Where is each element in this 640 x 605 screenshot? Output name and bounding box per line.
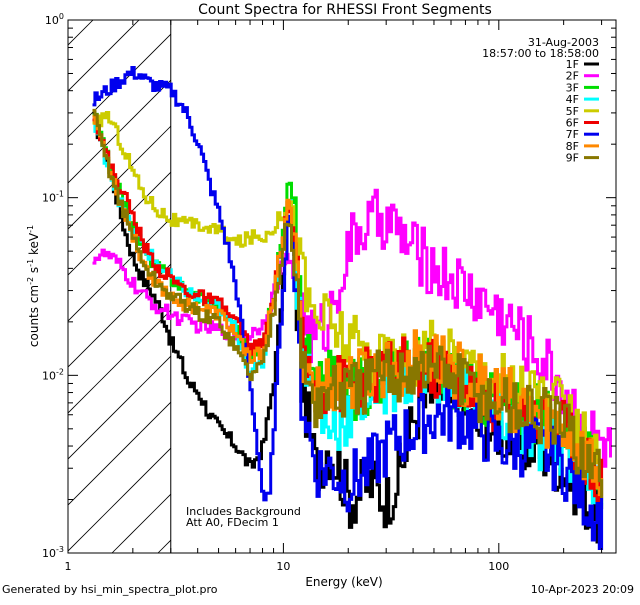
legend-label-4F: 4F <box>566 93 579 106</box>
series-line-9F <box>92 108 604 498</box>
series-line-1F <box>92 111 604 544</box>
y-axis-label-base: counts cm <box>27 285 41 347</box>
hatch-line <box>68 263 171 368</box>
y-axis-label-unit: keV <box>27 232 41 259</box>
y-axis-label-mid: s <box>27 267 41 277</box>
legend-label-2F: 2F <box>566 70 579 83</box>
annotation-line-2: Att A0, FDecim 1 <box>186 516 279 529</box>
hatch-line <box>68 20 94 46</box>
hatch-line <box>68 309 171 414</box>
y-axis-label-exp3: -1 <box>26 225 35 233</box>
y-tick-label: 10-1 <box>42 190 64 205</box>
legend-label-9F: 9F <box>566 152 579 165</box>
time-range-label: 18:57:00 to 18:58:00 <box>482 47 599 60</box>
series-line-7F <box>92 66 604 550</box>
y-axis-label: counts cm-2 s-1 keV-1 <box>26 225 41 347</box>
legend-label-7F: 7F <box>566 128 579 141</box>
y-tick-label: 10-3 <box>42 545 64 560</box>
hatch-line <box>0 0 114 553</box>
chart-title: Count Spectra for RHESSI Front Segments <box>198 2 492 18</box>
x-tick-label: 10 <box>276 560 290 573</box>
hatch-line <box>68 33 171 138</box>
series-line-2F <box>92 188 612 468</box>
date-label: 31-Aug-2003 <box>528 36 599 49</box>
footer-timestamp: 10-Apr-2023 20:09 <box>530 583 634 596</box>
axis-ticks: 1 10 100 100 10-1 10-2 10-3 <box>42 12 616 573</box>
legend-label-6F: 6F <box>566 117 579 130</box>
hatch-line <box>68 217 171 322</box>
hatch-line <box>68 171 171 276</box>
hatch-line <box>68 355 171 460</box>
background-hatch-region <box>0 0 171 553</box>
x-axis-label: Energy (keV) <box>305 575 382 589</box>
legend-label-3F: 3F <box>566 81 579 94</box>
legend-label-8F: 8F <box>566 140 579 153</box>
series-layer <box>92 66 612 550</box>
x-tick-label: 100 <box>488 560 509 573</box>
y-tick-label: 100 <box>45 12 64 27</box>
hatch-line <box>68 447 171 552</box>
annotation-line-1: Includes Background <box>186 505 301 518</box>
hatch-line <box>68 20 140 92</box>
x-tick-label: 1 <box>65 560 72 573</box>
series-line-8F <box>92 114 604 497</box>
hatch-line <box>68 401 171 506</box>
legend-label-1F: 1F <box>566 58 579 71</box>
y-tick-label: 10-2 <box>42 367 64 382</box>
legend-label-5F: 5F <box>566 105 579 118</box>
y-axis-label-exp1: -2 <box>26 277 35 285</box>
y-axis-label-exp2: -1 <box>26 259 35 267</box>
footer-generator-note: Generated by hsi_min_spectra_plot.pro <box>2 583 218 596</box>
plot-frame <box>67 19 617 554</box>
